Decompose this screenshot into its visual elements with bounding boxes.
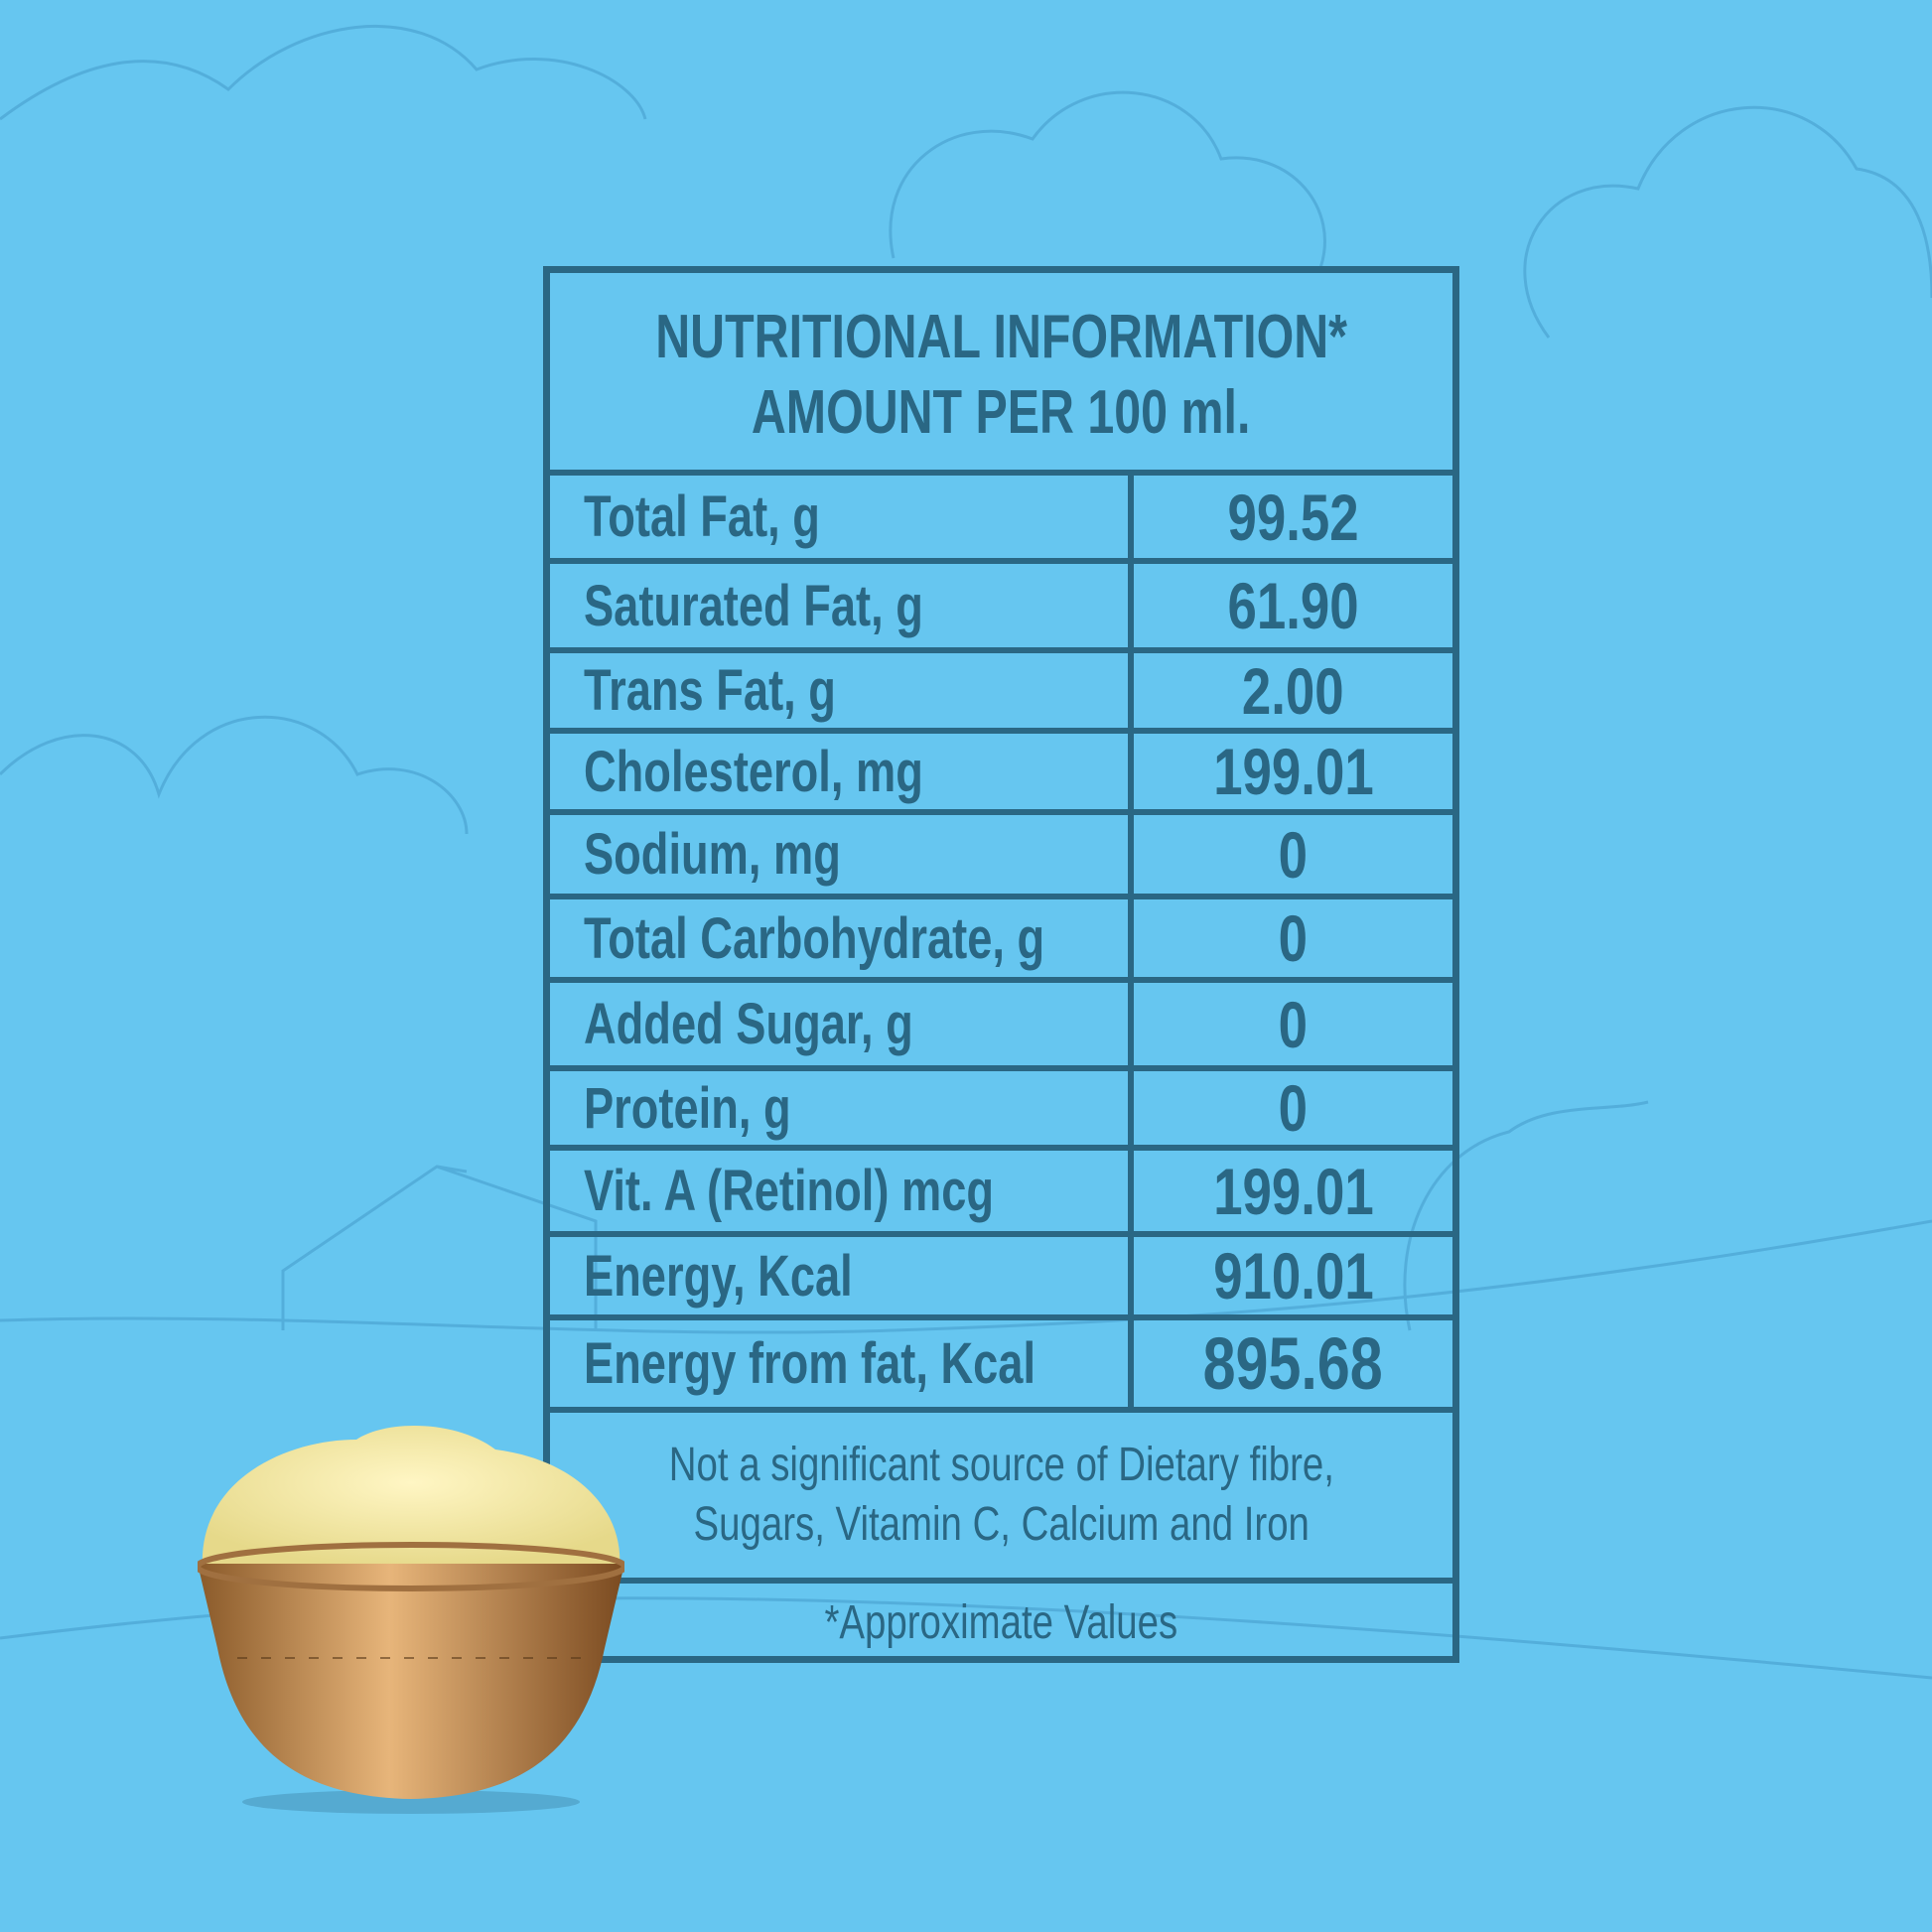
note-line: Not a significant source of Dietary fibr… [668, 1439, 1334, 1491]
buffalo-sketch [1403, 1100, 1649, 1331]
table-row: Energy, Kcal 910.01 [550, 1231, 1452, 1314]
row-label: Total Fat, g [584, 484, 820, 549]
table-note: Not a significant source of Dietary fibr… [550, 1407, 1452, 1578]
row-value: 61.90 [1128, 564, 1452, 647]
row-label: Energy from fat, Kcal [584, 1331, 1036, 1396]
table-header: NUTRITIONAL INFORMATION* AMOUNT PER 100 … [550, 273, 1452, 477]
hill-line [0, 1596, 1932, 1680]
footnote-text: *Approximate Values [824, 1596, 1178, 1649]
barn-sketch [281, 1165, 598, 1330]
header-subtitle: AMOUNT PER 100 ml. [752, 377, 1251, 447]
row-value: 199.01 [1128, 734, 1452, 809]
row-label: Vit. A (Retinol) mcg [584, 1159, 995, 1223]
row-value: 199.01 [1128, 1151, 1452, 1231]
table-footnote: *Approximate Values [550, 1578, 1452, 1663]
row-label: Sodium, mg [584, 822, 841, 887]
table-row: Added Sugar, g 0 [550, 977, 1452, 1065]
table-row: Total Fat, g 99.52 [550, 470, 1452, 558]
row-value: 0 [1128, 1071, 1452, 1145]
row-label: Protein, g [584, 1075, 791, 1141]
nutrition-table: NUTRITIONAL INFORMATION* AMOUNT PER 100 … [543, 266, 1459, 1663]
ghee-bowl-image [198, 1426, 624, 1814]
cloud-sketch [889, 90, 1326, 269]
header-title: NUTRITIONAL INFORMATION* [655, 302, 1347, 371]
table-row: Total Carbohydrate, g 0 [550, 894, 1452, 977]
row-value: 0 [1128, 899, 1452, 977]
row-label: Cholesterol, mg [584, 739, 923, 804]
row-label: Total Carbohydrate, g [584, 905, 1045, 971]
row-label: Energy, Kcal [584, 1243, 853, 1309]
table-row: Trans Fat, g 2.00 [550, 647, 1452, 728]
table-row: Saturated Fat, g 61.90 [550, 558, 1452, 647]
row-value: 0 [1128, 815, 1452, 894]
row-label: Trans Fat, g [584, 658, 836, 723]
table-row: Protein, g 0 [550, 1065, 1452, 1145]
table-row: Cholesterol, mg 199.01 [550, 728, 1452, 809]
hill-line [0, 1219, 1932, 1334]
note-line: Sugars, Vitamin C, Calcium and Iron [693, 1498, 1310, 1551]
cloud-sketch [0, 24, 647, 121]
row-label: Added Sugar, g [584, 992, 913, 1056]
cloud-sketch [0, 715, 469, 835]
table-row: Vit. A (Retinol) mcg 199.01 [550, 1145, 1452, 1231]
row-value: 99.52 [1128, 476, 1452, 558]
row-value: 895.68 [1128, 1320, 1452, 1407]
row-value: 0 [1128, 983, 1452, 1065]
table-row: Energy from fat, Kcal 895.68 [550, 1314, 1452, 1407]
row-value: 2.00 [1128, 653, 1452, 728]
table-row: Sodium, mg 0 [550, 809, 1452, 894]
row-label: Saturated Fat, g [584, 573, 923, 638]
row-value: 910.01 [1128, 1237, 1452, 1314]
cloud-sketch [1523, 105, 1932, 339]
